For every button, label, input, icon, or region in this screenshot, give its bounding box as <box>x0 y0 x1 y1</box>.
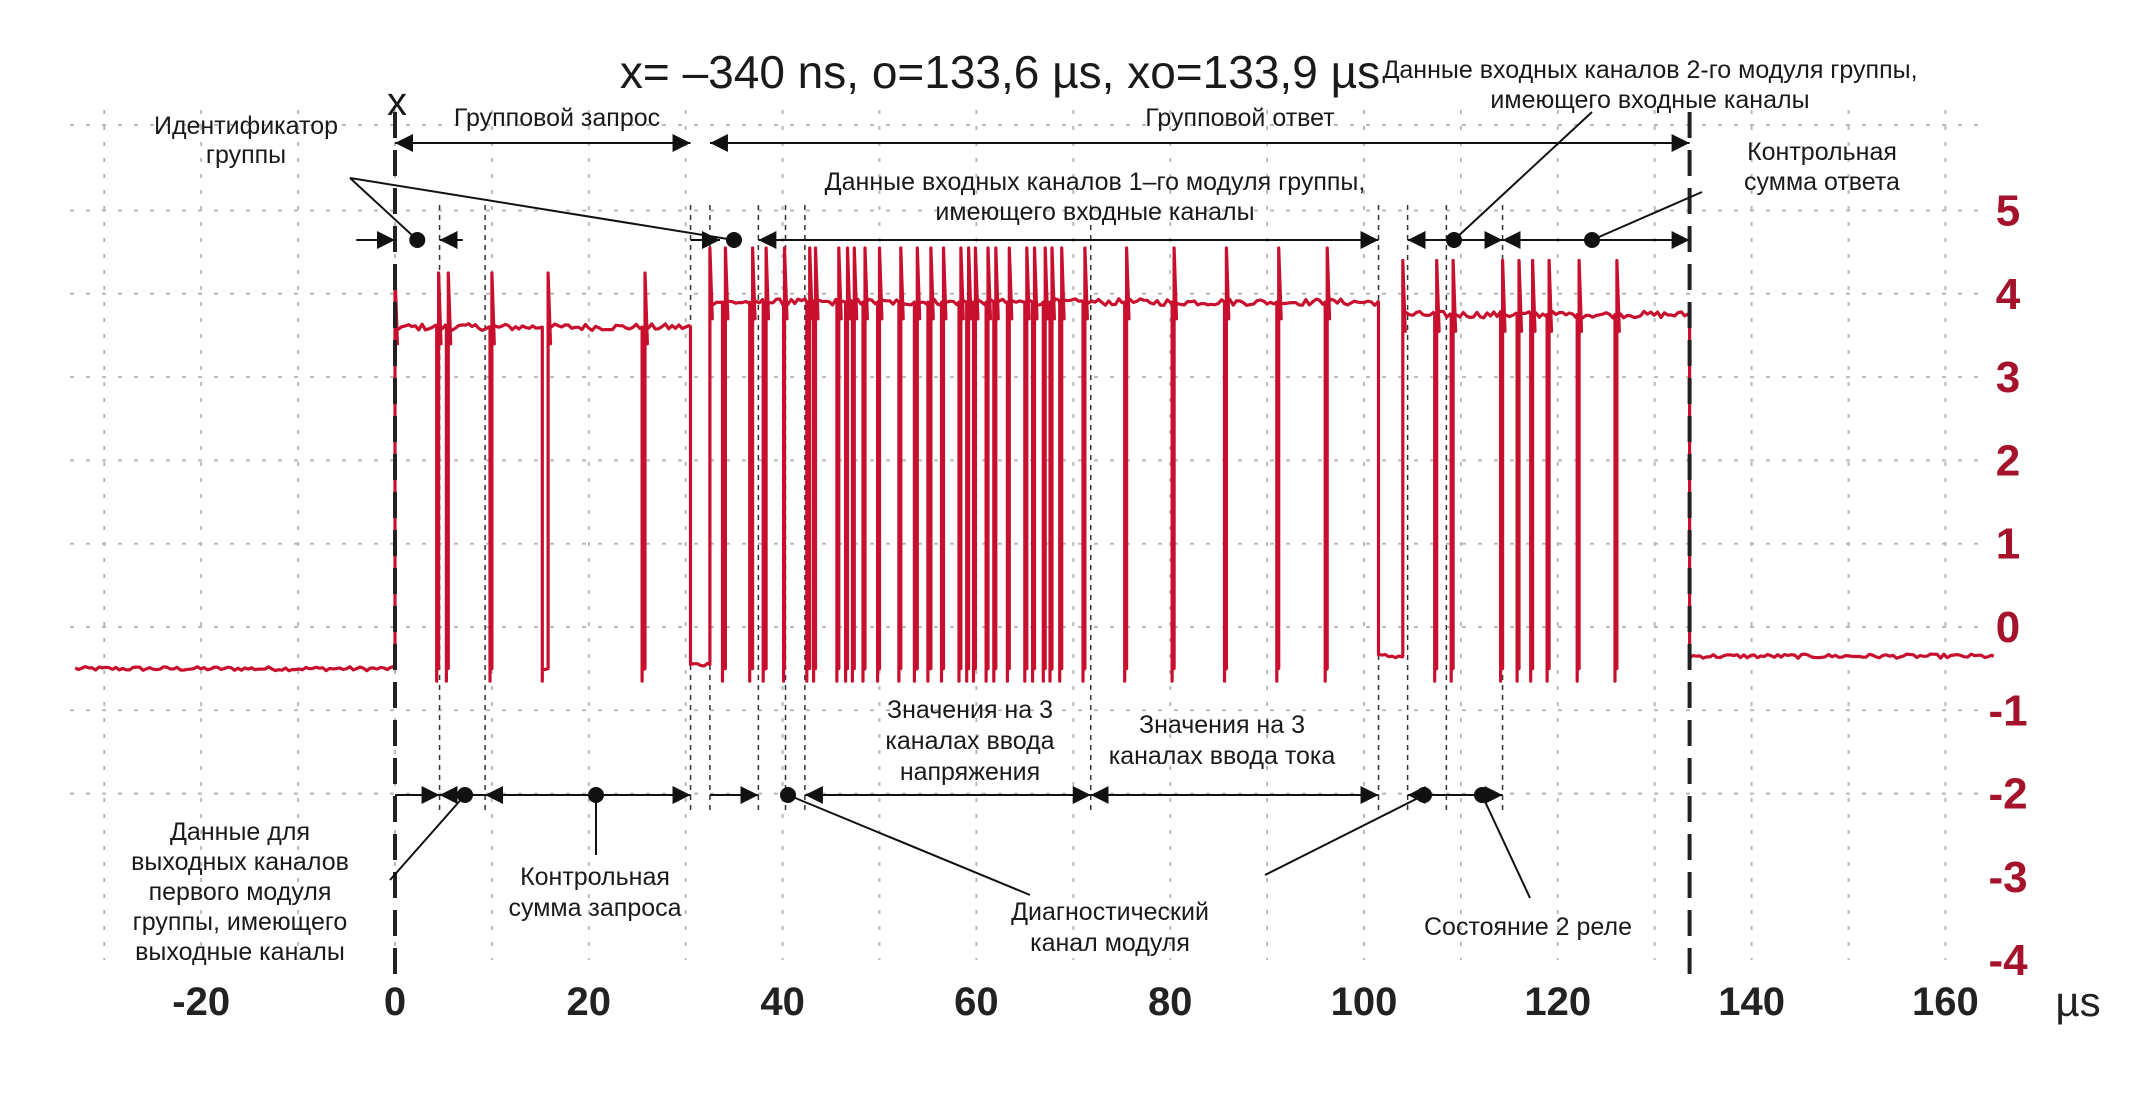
leader-line <box>1453 111 1593 241</box>
annotation-text-layer: x= –340 ns, o=133,6 µs, xo=133,9 µs x Иден… <box>131 46 1917 966</box>
annotation-req-checksum: Контрольная сумма запроса <box>508 863 681 922</box>
x-tick-label: 80 <box>1148 980 1193 1024</box>
leader-line <box>349 177 735 241</box>
leader-line <box>1481 794 1531 899</box>
leader-line <box>389 794 466 881</box>
y-tick-label: -3 <box>1988 853 2027 902</box>
x-tick-label: -20 <box>172 980 230 1024</box>
x-tick-label: 140 <box>1718 980 1785 1024</box>
y-tick-label: -2 <box>1988 770 2027 819</box>
y-tick-label: 1 <box>1996 520 2020 569</box>
annotation-arrows <box>349 111 1703 899</box>
annotation-dot <box>726 232 742 248</box>
annotation-module1-inputs: Данные входных каналов 1–го модуля групп… <box>825 168 1366 226</box>
y-tick-label: -4 <box>1988 936 2028 985</box>
x-tick-label: 100 <box>1331 980 1398 1024</box>
annotation-group-id: Идентификатор группы <box>154 112 338 169</box>
annotation-group-response: Групповой ответ <box>1145 104 1335 132</box>
annotation-voltage-vals: Значения на 3 каналах ввода напряжения <box>885 696 1054 786</box>
x-tick-label: 120 <box>1524 980 1591 1024</box>
y-tick-label: 2 <box>1996 436 2020 485</box>
signal-trace <box>74 246 1995 683</box>
y-tick-label: 3 <box>1996 353 2020 402</box>
x-tick-label: 60 <box>954 980 999 1024</box>
x-tick-label: 20 <box>567 980 612 1024</box>
leader-line <box>349 177 418 241</box>
cursor-x-label: x <box>387 80 407 124</box>
annotation-relay-state: Состояние 2 реле <box>1424 913 1632 941</box>
x-unit-label: µs <box>2055 978 2100 1025</box>
measurement-readout: x= –340 ns, o=133,6 µs, xo=133,9 µs <box>620 46 1380 98</box>
y-tick-label: -1 <box>1988 686 2027 735</box>
x-tick-label: 160 <box>1912 980 1979 1024</box>
x-tick-label: 0 <box>384 980 406 1024</box>
axis-tick-labels: -20 0 20 40 60 80 100 120 140 160 µs 5 4 3 2 1 0 -1 -2 -3 -4 <box>172 187 2100 1026</box>
annotation-current-vals: Значения на 3 каналах ввода тока <box>1109 711 1336 770</box>
annotation-resp-checksum: Контрольная сумма ответа <box>1744 138 1900 196</box>
leader-line <box>1591 191 1703 241</box>
cursors <box>393 112 1692 975</box>
annotation-diag-channel: Диагностический канал модуля <box>1011 898 1209 957</box>
x-tick-label: 40 <box>760 980 805 1024</box>
leader-line <box>1264 794 1425 876</box>
annotation-module2-inputs: Данные входных каналов 2-го модуля групп… <box>1382 56 1917 114</box>
annotation-group-request: Групповой запрос <box>454 104 660 132</box>
y-tick-label: 0 <box>1996 603 2020 652</box>
annotation-output-data: Данные для выходных каналов первого модуля… <box>131 818 349 966</box>
y-tick-label: 4 <box>1996 270 2021 319</box>
y-tick-label: 5 <box>1996 187 2020 236</box>
leader-line <box>787 794 1031 896</box>
